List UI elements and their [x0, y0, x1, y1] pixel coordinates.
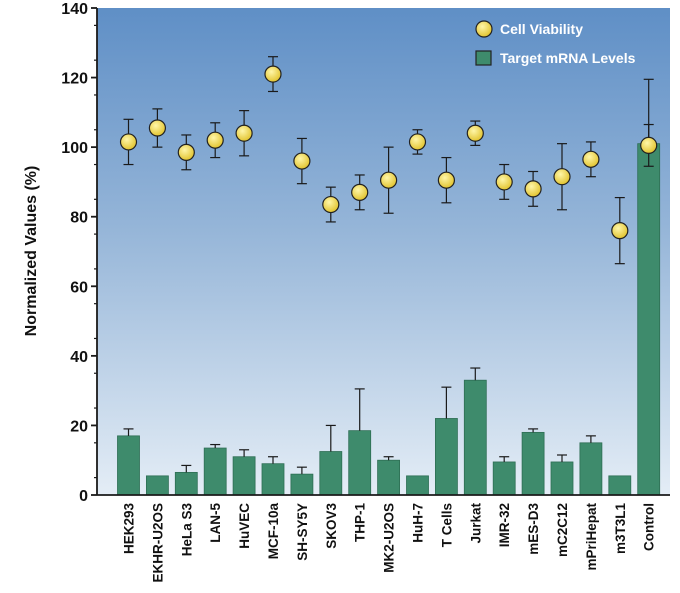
bar-error-7 — [325, 424, 336, 452]
x-tick-label: m3T3L1 — [613, 503, 628, 555]
y-axis-title: Normalized Values (%) — [23, 166, 40, 337]
bar-error-bars — [123, 78, 654, 475]
bar-mcf-10a — [261, 463, 285, 496]
point-huh-7 — [408, 133, 427, 151]
legend-marker-cell-viability — [475, 20, 493, 38]
legend-marker-target-mrna — [475, 50, 492, 66]
bar-t-cells — [434, 418, 458, 496]
bar-huh-7 — [406, 475, 429, 496]
legend-label-target-mrna: Target mRNA Levels — [500, 50, 636, 66]
bar-error-12 — [470, 367, 481, 381]
bar-error-9 — [383, 456, 394, 461]
legend: Cell Viability Target mRNA Levels — [475, 20, 636, 66]
bar-huvec — [232, 456, 256, 496]
x-tick-label: EKHR-U2OS — [150, 503, 165, 583]
y-tick-label: 0 — [79, 488, 88, 505]
point-sh-sy5y — [293, 152, 311, 170]
bar-hek293 — [117, 435, 140, 496]
point-mprihepat — [582, 150, 600, 168]
bar-mprihepat — [579, 442, 603, 496]
point-mes-d3 — [524, 180, 542, 198]
y-tick-label: 60 — [70, 279, 88, 296]
bar-control — [637, 143, 661, 496]
bar-mc2c12 — [550, 461, 574, 496]
point-skov3 — [322, 195, 340, 214]
point-huvec — [235, 124, 253, 142]
bar-error-13 — [499, 456, 510, 462]
bar-lan-5 — [203, 447, 227, 496]
bar-error-15 — [557, 454, 567, 462]
point-jurkat — [466, 124, 484, 142]
bar-series — [117, 143, 661, 496]
x-tick-label: Control — [642, 503, 657, 551]
x-tick-label: mES-D3 — [526, 503, 541, 555]
x-tick-label: SH-SY5Y — [295, 503, 310, 561]
bar-hela-s3 — [174, 471, 198, 496]
bar-error-5 — [268, 456, 278, 464]
bar-sh-sy5y — [290, 473, 314, 496]
plot-background — [97, 8, 670, 495]
bar-skov3 — [319, 451, 343, 496]
bar-mes-d3 — [521, 431, 545, 496]
point-series — [119, 65, 658, 240]
x-axis-labels: HEK293 EKHR-U2OS HeLa S3 LAN-5 HuVEC MCF-10a S… — [122, 503, 657, 583]
point-control — [640, 136, 658, 155]
bar-imr-32 — [492, 461, 516, 496]
bar-error-8 — [354, 388, 365, 431]
bar-m3t3l1 — [608, 475, 632, 496]
x-tick-label: mC2C12 — [555, 503, 570, 557]
bar-error-2 — [181, 464, 192, 473]
bar-ekhr-u2os — [145, 475, 169, 496]
point-lan-5 — [206, 131, 224, 149]
bar-error-14 — [528, 428, 539, 433]
bar-thp-1 — [348, 430, 372, 496]
point-thp-1 — [351, 183, 369, 201]
x-tick-label: HuVEC — [237, 503, 252, 549]
y-tick-label: 140 — [61, 1, 88, 18]
point-mcf-10a — [264, 65, 282, 83]
x-tick-label: HuH-7 — [411, 503, 426, 543]
bar-error-11 — [441, 386, 452, 419]
point-mk2-u2os — [380, 171, 398, 189]
y-tick-label: 20 — [70, 418, 88, 435]
point-mc2c12 — [553, 168, 571, 186]
point-hek293 — [119, 133, 138, 151]
bar-error-4 — [239, 449, 250, 457]
x-tick-label: Jurkat — [468, 503, 483, 544]
x-tick-label: T Cells — [439, 503, 454, 547]
x-tick-label: LAN-5 — [208, 503, 223, 543]
bar-error-16 — [585, 435, 596, 443]
point-hela-s3 — [177, 143, 195, 161]
legend-label-cell-viability: Cell Viability — [500, 21, 583, 37]
x-tick-label: SKOV3 — [324, 503, 339, 549]
x-tick-label: mPriHepat — [584, 503, 599, 571]
bar-jurkat — [463, 379, 487, 496]
x-tick-label: MK2-U2OS — [382, 503, 397, 573]
bar-error-6 — [296, 466, 307, 475]
x-tick-label: HEK293 — [122, 503, 137, 555]
y-axis-ticks: 0 20 40 60 80 100 120 140 — [61, 1, 97, 505]
y-tick-label: 40 — [70, 349, 88, 366]
bar-error-0 — [123, 428, 134, 436]
point-m3t3l1 — [611, 222, 629, 240]
point-ekhr-u2os — [148, 119, 166, 137]
bar-mk2-u2os — [377, 459, 401, 496]
x-tick-label: IMR-32 — [497, 503, 512, 547]
point-t-cells — [437, 171, 455, 189]
y-tick-label: 100 — [61, 140, 88, 157]
point-imr-32 — [495, 173, 513, 191]
x-tick-label: HeLa S3 — [179, 503, 194, 557]
y-tick-label: 80 — [70, 210, 88, 227]
x-tick-label: MCF-10a — [266, 503, 281, 560]
bar-error-3 — [210, 443, 221, 449]
y-tick-label: 120 — [61, 71, 88, 88]
x-tick-label: THP-1 — [353, 503, 368, 542]
